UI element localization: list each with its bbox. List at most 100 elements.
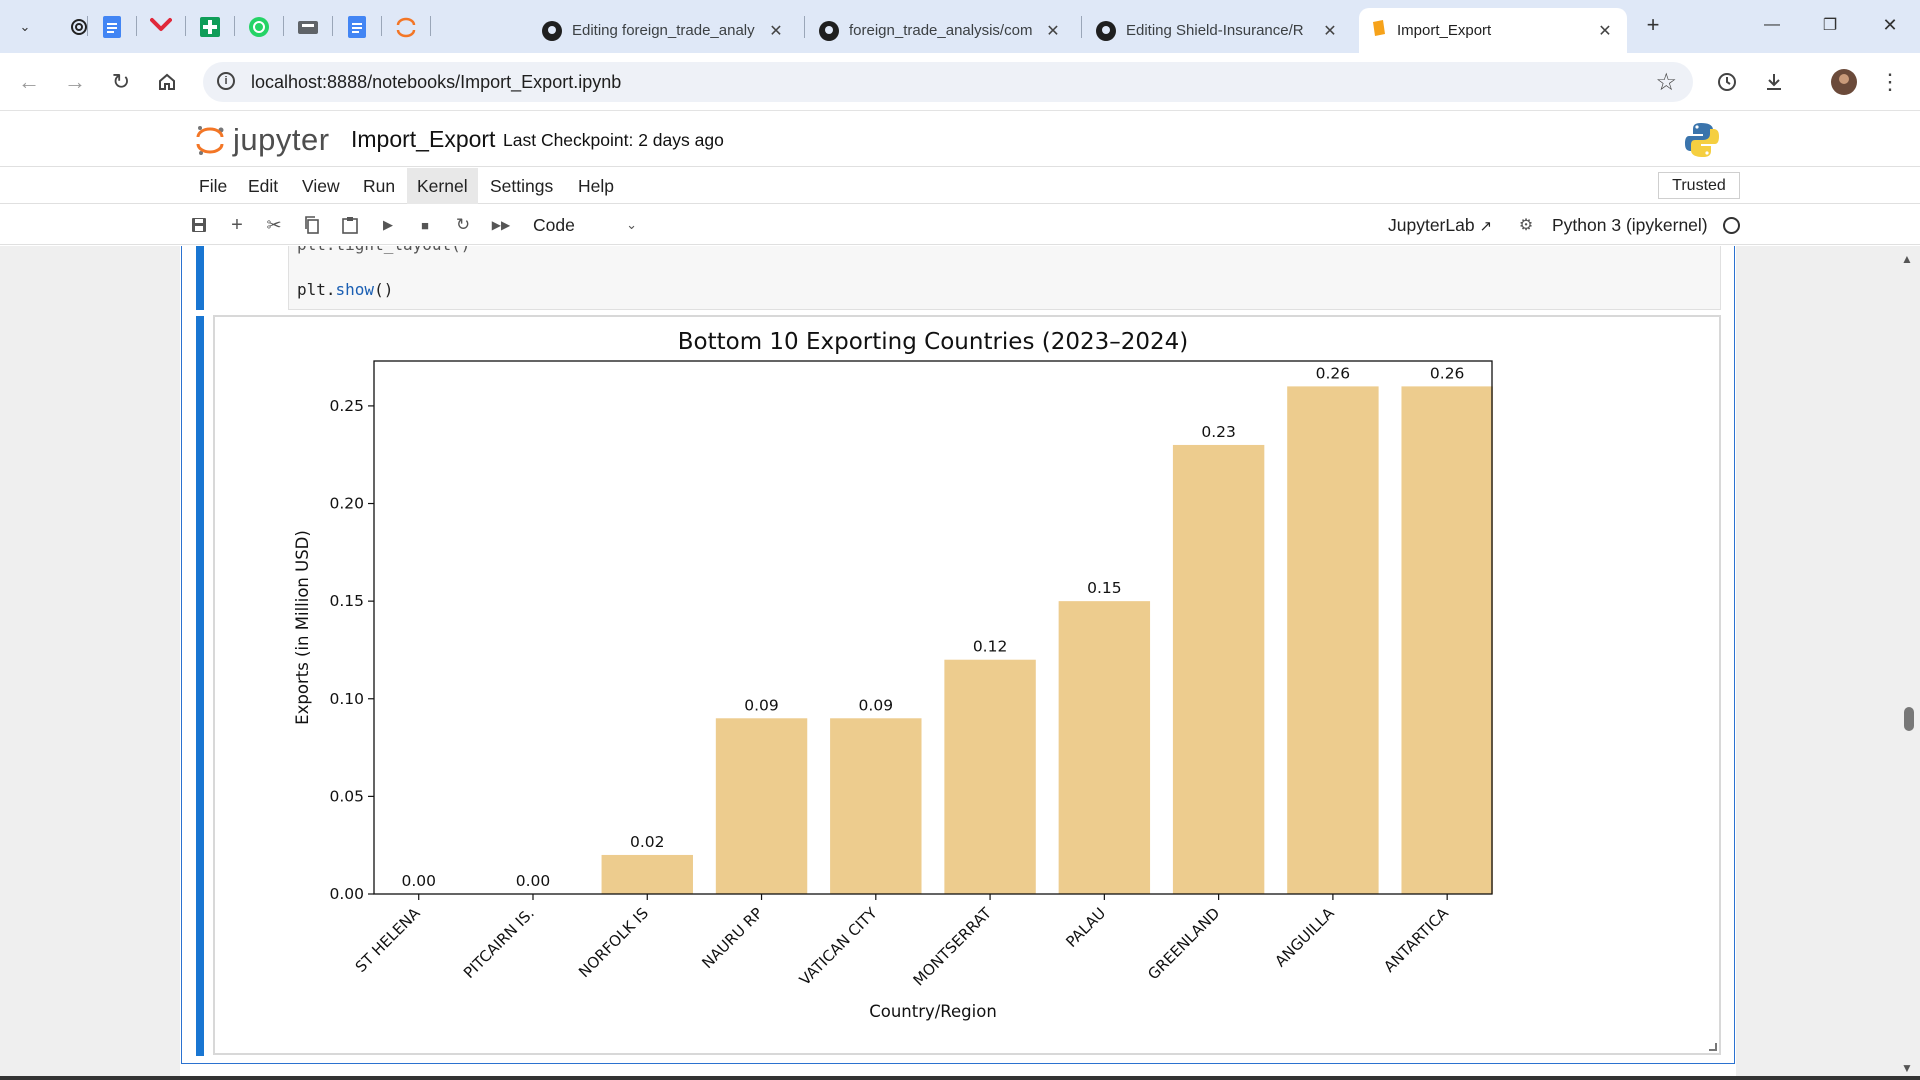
- restore-button[interactable]: ❐: [1822, 17, 1838, 34]
- notebook-title[interactable]: Import_Export: [351, 126, 496, 152]
- menu-view[interactable]: View: [302, 176, 340, 196]
- bar: [601, 854, 693, 894]
- reload-button[interactable]: ↻: [111, 69, 131, 94]
- github-icon: [819, 20, 839, 41]
- google-docs-icon[interactable]: [97, 12, 127, 42]
- bar: [1058, 601, 1151, 894]
- y-tick-label: 0.05: [329, 787, 364, 805]
- minimize-button[interactable]: —: [1764, 16, 1780, 33]
- home-button[interactable]: [150, 65, 184, 99]
- copy-cell-button[interactable]: [299, 213, 325, 237]
- code-cell[interactable]: plt.tight_layout() plt.show() 0.00 0.05 0.…: [181, 246, 1735, 1064]
- trusted-indicator[interactable]: Trusted: [1658, 172, 1740, 199]
- data-label: 0.00: [516, 872, 551, 890]
- google-docs-icon[interactable]: [342, 12, 372, 42]
- close-icon[interactable]: ✕: [1323, 22, 1337, 40]
- bookmark-star-icon[interactable]: ☆: [1655, 69, 1677, 96]
- x-tick-label: ANGUILLA: [1271, 904, 1338, 971]
- browser-tab-active[interactable]: Import_Export ✕: [1359, 8, 1627, 53]
- forward-button[interactable]: →: [64, 69, 86, 94]
- data-label: 0.15: [1087, 579, 1122, 597]
- jupyter-logo-text: jupyter: [233, 122, 330, 157]
- scroll-down-arrow[interactable]: ▼: [1901, 1061, 1913, 1075]
- cell-type-select[interactable]: Code ⌄: [523, 211, 643, 239]
- pocket-icon[interactable]: [146, 12, 176, 42]
- open-jupyterlab-link[interactable]: JupyterLab ↗: [1388, 215, 1492, 236]
- tab-title: Editing foreign_trade_analy: [572, 22, 755, 39]
- x-tick-label: NAURU RP: [698, 904, 766, 972]
- browser-tab[interactable]: foreign_trade_analysis/com ✕: [807, 8, 1075, 53]
- run-cell-button[interactable]: ▶: [383, 217, 393, 232]
- kernel-name[interactable]: Python 3 (ipykernel): [1552, 215, 1708, 235]
- restart-run-all-button[interactable]: ▶▶: [491, 218, 511, 232]
- copy-icon: [305, 216, 319, 234]
- chrome-extension-icon[interactable]: [293, 12, 323, 42]
- bar: [944, 659, 1036, 894]
- output-resize-handle[interactable]: [1709, 1043, 1717, 1051]
- cell-output: 0.00 0.05 0.10 0.15 0.20 0.25 ST HELENA PITCAI…: [213, 315, 1721, 1055]
- notebook-toolbar: + ✂ ▶ ■ ↻ ▶▶ Code ⌄ JupyterLab ↗ ⚙ Pytho…: [0, 205, 1920, 245]
- github-icon: [1096, 20, 1116, 41]
- browser-tab[interactable]: Editing Shield-Insurance/R ✕: [1084, 8, 1352, 53]
- x-axis: ST HELENA PITCAIRN IS. NORFOLK IS NAURU RP V…: [352, 894, 1453, 989]
- input-collapser[interactable]: [196, 246, 204, 310]
- y-tick-label: 0.10: [329, 690, 364, 708]
- interrupt-kernel-button[interactable]: ■: [421, 217, 429, 233]
- tab-search-chevron-icon[interactable]: ⌄: [19, 19, 31, 34]
- home-icon: [159, 73, 175, 90]
- menu-file[interactable]: File: [199, 176, 228, 196]
- paste-icon: [342, 217, 358, 234]
- tab-title: Editing Shield-Insurance/R: [1126, 22, 1304, 39]
- bars-group: [601, 386, 1493, 894]
- insert-cell-button[interactable]: +: [231, 213, 243, 236]
- restart-kernel-button[interactable]: ↻: [455, 215, 471, 234]
- x-tick-label: ST HELENA: [352, 904, 424, 976]
- x-tick-label: MONTSERRAT: [910, 904, 996, 990]
- url-text[interactable]: localhost:8888/notebooks/Import_Export.i…: [251, 72, 622, 92]
- jupyter-logo[interactable]: jupyter: [195, 120, 335, 160]
- paste-cell-button[interactable]: [337, 213, 363, 237]
- code-token: (): [374, 280, 394, 299]
- menu-bar: File Edit View Run Kernel Settings Help …: [0, 168, 1920, 204]
- last-checkpoint: Last Checkpoint: 2 days ago: [503, 130, 724, 150]
- code-editor[interactable]: plt.tight_layout() plt.show(): [288, 246, 1721, 310]
- notebook-area: plt.tight_layout() plt.show() 0.00 0.05 0.…: [0, 246, 1920, 1076]
- site-info-icon[interactable]: i: [217, 72, 235, 90]
- close-window-button[interactable]: ✕: [1882, 14, 1898, 35]
- code-token: show: [335, 280, 375, 299]
- debugger-icon[interactable]: ⚙: [1518, 217, 1534, 234]
- menu-settings[interactable]: Settings: [490, 176, 554, 196]
- x-tick-label: PALAU: [1062, 904, 1109, 951]
- downloads-button[interactable]: [1757, 65, 1791, 99]
- browser-toolbar: ← → ↻ i localhost:8888/notebooks/Import_…: [0, 53, 1920, 111]
- address-bar[interactable]: i localhost:8888/notebooks/Import_Export…: [203, 62, 1693, 102]
- menu-edit[interactable]: Edit: [248, 176, 279, 196]
- browser-tab[interactable]: Editing foreign_trade_analy ✕: [530, 8, 798, 53]
- menu-run[interactable]: Run: [363, 176, 396, 196]
- new-tab-button[interactable]: +: [1646, 12, 1660, 37]
- profile-avatar[interactable]: [1827, 65, 1861, 99]
- cell-type-value: Code: [533, 215, 575, 235]
- save-button[interactable]: [186, 213, 212, 237]
- scrollbar-thumb[interactable]: [1904, 707, 1914, 731]
- output-collapser[interactable]: [196, 316, 204, 1056]
- whatsapp-icon[interactable]: [244, 12, 274, 42]
- plot-frame: [373, 360, 1493, 895]
- close-icon[interactable]: ✕: [1598, 22, 1612, 40]
- jupyter-icon[interactable]: [391, 12, 421, 42]
- data-label: 0.26: [1316, 364, 1351, 382]
- chatgpt-icon[interactable]: [64, 12, 94, 42]
- external-link-icon: ↗: [1479, 218, 1493, 235]
- close-icon[interactable]: ✕: [1046, 22, 1060, 40]
- y-tick-label: 0.25: [329, 397, 364, 415]
- close-icon[interactable]: ✕: [769, 22, 783, 40]
- google-sheets-icon[interactable]: [195, 12, 225, 42]
- browser-menu-icon[interactable]: ⋮: [1879, 69, 1901, 94]
- cut-cell-button[interactable]: ✂: [266, 214, 282, 235]
- scroll-up-arrow[interactable]: ▲: [1901, 252, 1913, 266]
- history-button[interactable]: [1710, 65, 1744, 99]
- menu-help[interactable]: Help: [578, 176, 614, 196]
- bar: [1287, 386, 1379, 894]
- menu-kernel[interactable]: Kernel: [407, 168, 478, 204]
- back-button[interactable]: ←: [18, 69, 40, 94]
